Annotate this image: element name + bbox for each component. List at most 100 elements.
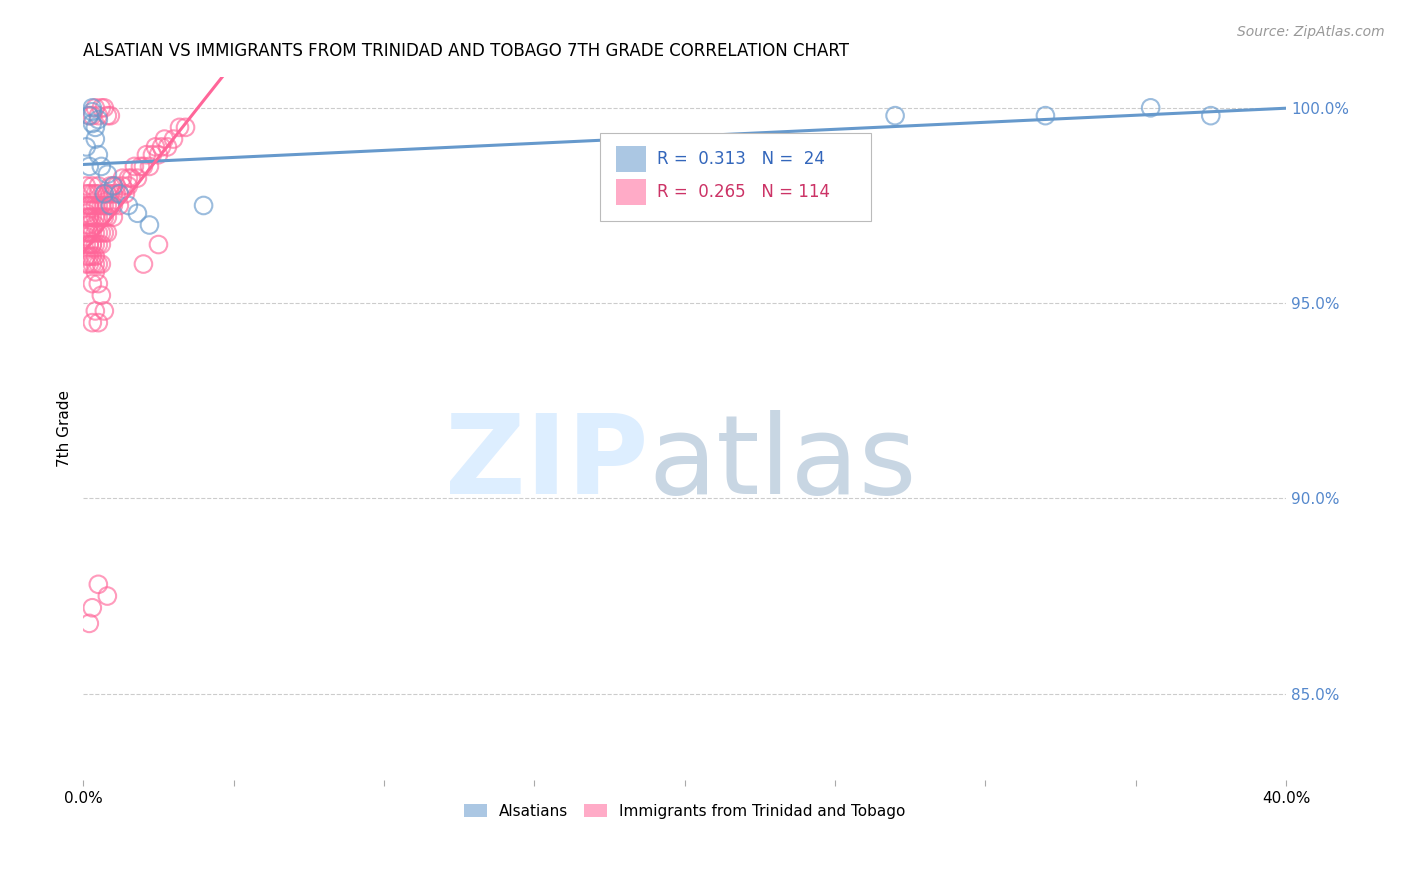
Point <box>90 101 112 115</box>
Point <box>75 229 97 244</box>
Point <box>111 171 134 186</box>
Point <box>127 206 149 220</box>
Point <box>93 226 115 240</box>
Point <box>82 178 104 193</box>
Point <box>93 198 115 212</box>
Point <box>96 210 118 224</box>
Point <box>90 226 112 240</box>
Point <box>75 186 97 201</box>
Point <box>108 186 131 201</box>
Point <box>87 210 110 224</box>
Point <box>129 160 152 174</box>
Point <box>84 101 107 115</box>
Legend: Alsatians, Immigrants from Trinidad and Tobago: Alsatians, Immigrants from Trinidad and … <box>458 797 911 825</box>
Point <box>87 277 110 291</box>
Bar <box>616 179 647 204</box>
Point <box>884 109 907 123</box>
Point <box>108 198 131 212</box>
Point <box>93 186 115 201</box>
Point <box>1035 109 1057 123</box>
Point <box>75 198 97 212</box>
Point <box>98 198 121 212</box>
Point <box>84 265 107 279</box>
Point <box>103 186 125 201</box>
Point <box>87 109 110 123</box>
Point <box>79 218 101 232</box>
Bar <box>616 146 647 171</box>
Point <box>98 186 121 201</box>
Point <box>84 237 107 252</box>
Point <box>138 160 160 174</box>
Point <box>82 600 104 615</box>
Point <box>82 116 104 130</box>
Text: R =  0.313   N =  24: R = 0.313 N = 24 <box>657 150 825 168</box>
Point <box>82 257 104 271</box>
Point <box>98 198 121 212</box>
Point <box>79 237 101 252</box>
Point <box>135 147 157 161</box>
Point <box>90 288 112 302</box>
Point <box>87 178 110 193</box>
Point <box>150 140 173 154</box>
Point <box>148 147 170 161</box>
Point <box>117 198 139 212</box>
Point <box>162 132 184 146</box>
Point <box>96 198 118 212</box>
Point <box>82 316 104 330</box>
Point <box>79 249 101 263</box>
FancyBboxPatch shape <box>600 133 872 220</box>
Point <box>82 104 104 119</box>
Point <box>87 316 110 330</box>
Point <box>148 237 170 252</box>
Point <box>84 218 107 232</box>
Point <box>87 147 110 161</box>
Point <box>117 171 139 186</box>
Point <box>84 132 107 146</box>
Point <box>98 178 121 193</box>
Point <box>84 120 107 135</box>
Point <box>96 167 118 181</box>
Point <box>82 237 104 252</box>
Point <box>105 178 128 193</box>
Point <box>90 210 112 224</box>
Point <box>98 109 121 123</box>
Point <box>82 226 104 240</box>
Point <box>79 198 101 212</box>
Point <box>90 198 112 212</box>
Point <box>87 226 110 240</box>
Point <box>120 171 142 186</box>
Point <box>75 257 97 271</box>
Point <box>79 257 101 271</box>
Point <box>117 178 139 193</box>
Point <box>103 210 125 224</box>
Point <box>1199 109 1222 123</box>
Point <box>87 186 110 201</box>
Point <box>75 210 97 224</box>
Text: atlas: atlas <box>648 409 917 516</box>
Point <box>103 178 125 193</box>
Point <box>93 101 115 115</box>
Point <box>93 186 115 201</box>
Point <box>84 304 107 318</box>
Text: ZIP: ZIP <box>446 409 648 516</box>
Point <box>132 160 155 174</box>
Point <box>141 147 163 161</box>
Point <box>87 237 110 252</box>
Point <box>75 178 97 193</box>
Point <box>82 198 104 212</box>
Point <box>174 120 197 135</box>
Point <box>84 226 107 240</box>
Point <box>75 218 97 232</box>
Point <box>79 160 101 174</box>
Point <box>82 101 104 115</box>
Point <box>79 237 101 252</box>
Point <box>84 257 107 271</box>
Point <box>103 198 125 212</box>
Point <box>111 178 134 193</box>
Point <box>84 249 107 263</box>
Point <box>84 186 107 201</box>
Point <box>75 249 97 263</box>
Point <box>87 198 110 212</box>
Point <box>75 206 97 220</box>
Point <box>96 589 118 603</box>
